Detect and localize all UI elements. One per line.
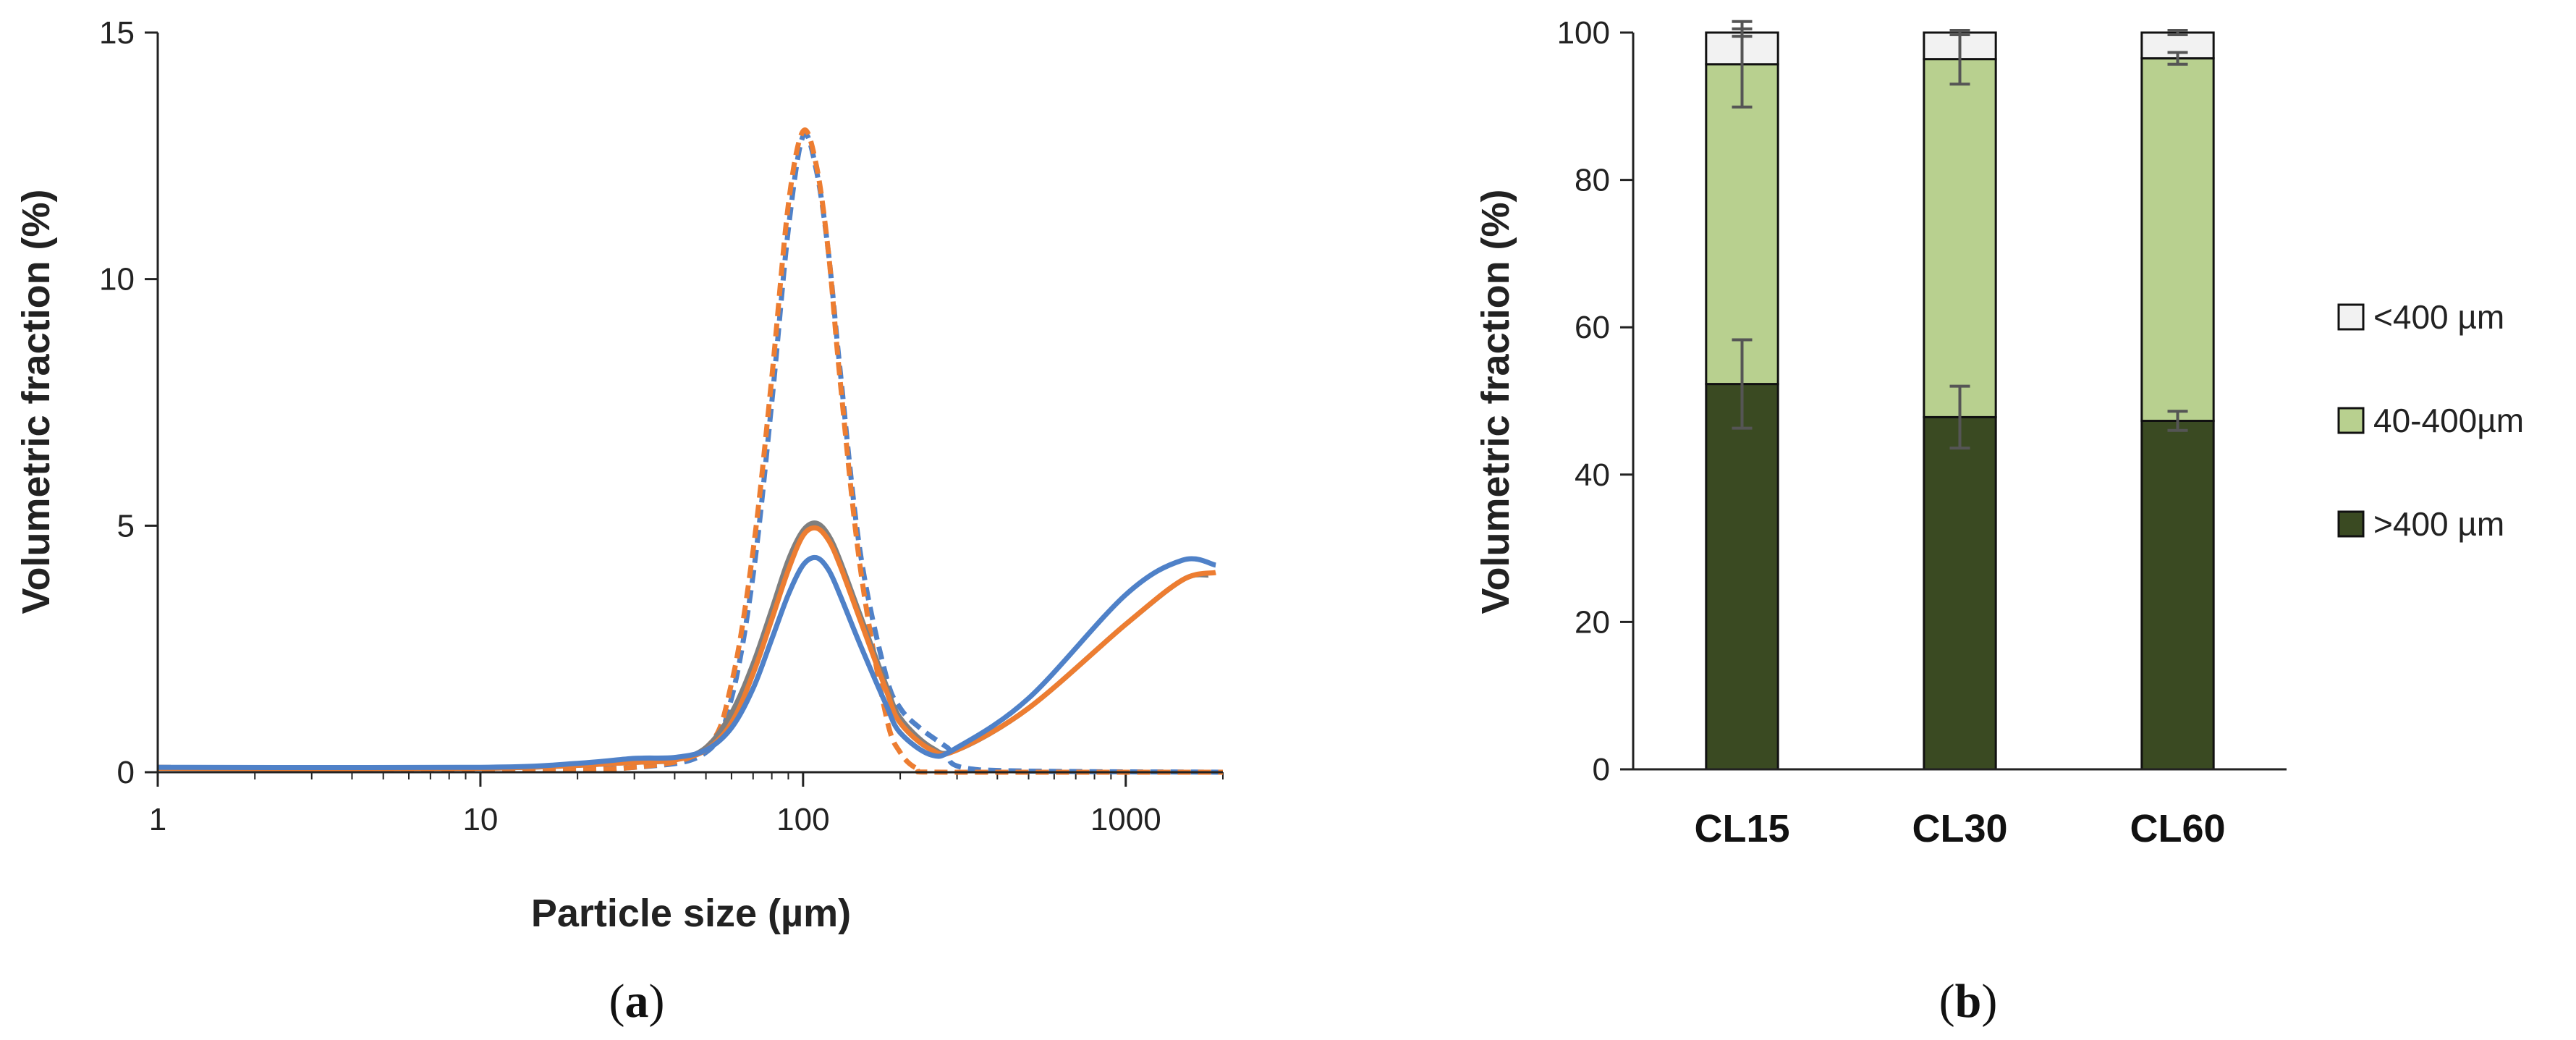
y-axis-ticks-a: 0 5 10 15 [99,15,158,790]
panel-label-b: (b) [1939,975,1998,1028]
legend-swatch [2337,407,2365,434]
y-tick-label: 40 [1575,457,1610,493]
bar-CL30->400 µm [1923,415,1997,771]
y-axis-ticks-b: 0 20 40 60 80 100 [1557,15,1633,787]
bar-CL60->400 µm [2140,419,2215,771]
y-tick-label: 5 [117,508,135,544]
legend-b: <400 µm 40-400µm >400 µm [2337,298,2524,543]
error-bars-group-b [1732,20,2188,450]
x-tick-label: 1 [149,802,166,837]
legend-label: <400 µm [2373,298,2504,336]
panel-letter-b: b [1955,975,1982,1028]
x-tick-label: 1000 [1090,802,1161,837]
series-line-orange-solid [157,525,1216,771]
panel-label-a: (a) [609,975,665,1028]
panel-letter-a: a [625,975,649,1028]
line-chart-a: 0 5 10 15 1 10 100 1000 Particle size (µm) Vol… [14,15,1224,1028]
y-tick-label: 10 [99,262,135,297]
series-line-gray-solid [157,520,1209,771]
series-line-blue-dashed [157,131,1224,775]
y-tick-label: 100 [1557,15,1610,51]
category-label-CL30: CL30 [1912,807,2007,850]
category-labels-b: CL15 CL30 CL60 [1694,807,2225,850]
y-tick-label: 80 [1575,163,1610,198]
legend-label: >400 µm [2373,505,2504,543]
legend-label: 40-400µm [2373,402,2524,439]
bar-CL60-40-400µm [2140,57,2215,422]
x-axis-ticks-a: 1 10 100 1000 [149,772,1224,837]
y-tick-label: 0 [117,755,135,790]
bars-group-b [1705,31,2215,771]
y-tick-label: 60 [1575,310,1610,345]
y-axis-title-a: Volumetric fraction (%) [14,189,58,614]
y-axis-title-b: Volumetric fraction (%) [1474,189,1517,614]
legend-swatch [2337,510,2365,538]
category-label-CL15: CL15 [1694,807,1789,850]
legend-swatch [2337,303,2365,331]
x-tick-label: 10 [462,802,498,837]
bar-CL15-40-400µm [1705,63,1779,386]
category-label-CL60: CL60 [2130,807,2225,850]
y-tick-label: 15 [99,15,135,51]
series-line-orange-dashed [157,127,1223,775]
bar-CL30-40-400µm [1923,58,1997,418]
bar-CL15->400 µm [1705,383,1779,771]
x-axis-title-a: Particle size (µm) [531,892,851,935]
series-line-blue-solid [157,554,1216,771]
y-tick-label: 20 [1575,604,1610,640]
bar-chart-b: 0 20 40 60 80 100 CL15 CL30 CL60 Volumetric fra… [1474,15,2524,1028]
x-tick-label: 100 [776,802,829,837]
series-group-a [157,127,1224,775]
y-tick-label: 0 [1593,752,1610,787]
